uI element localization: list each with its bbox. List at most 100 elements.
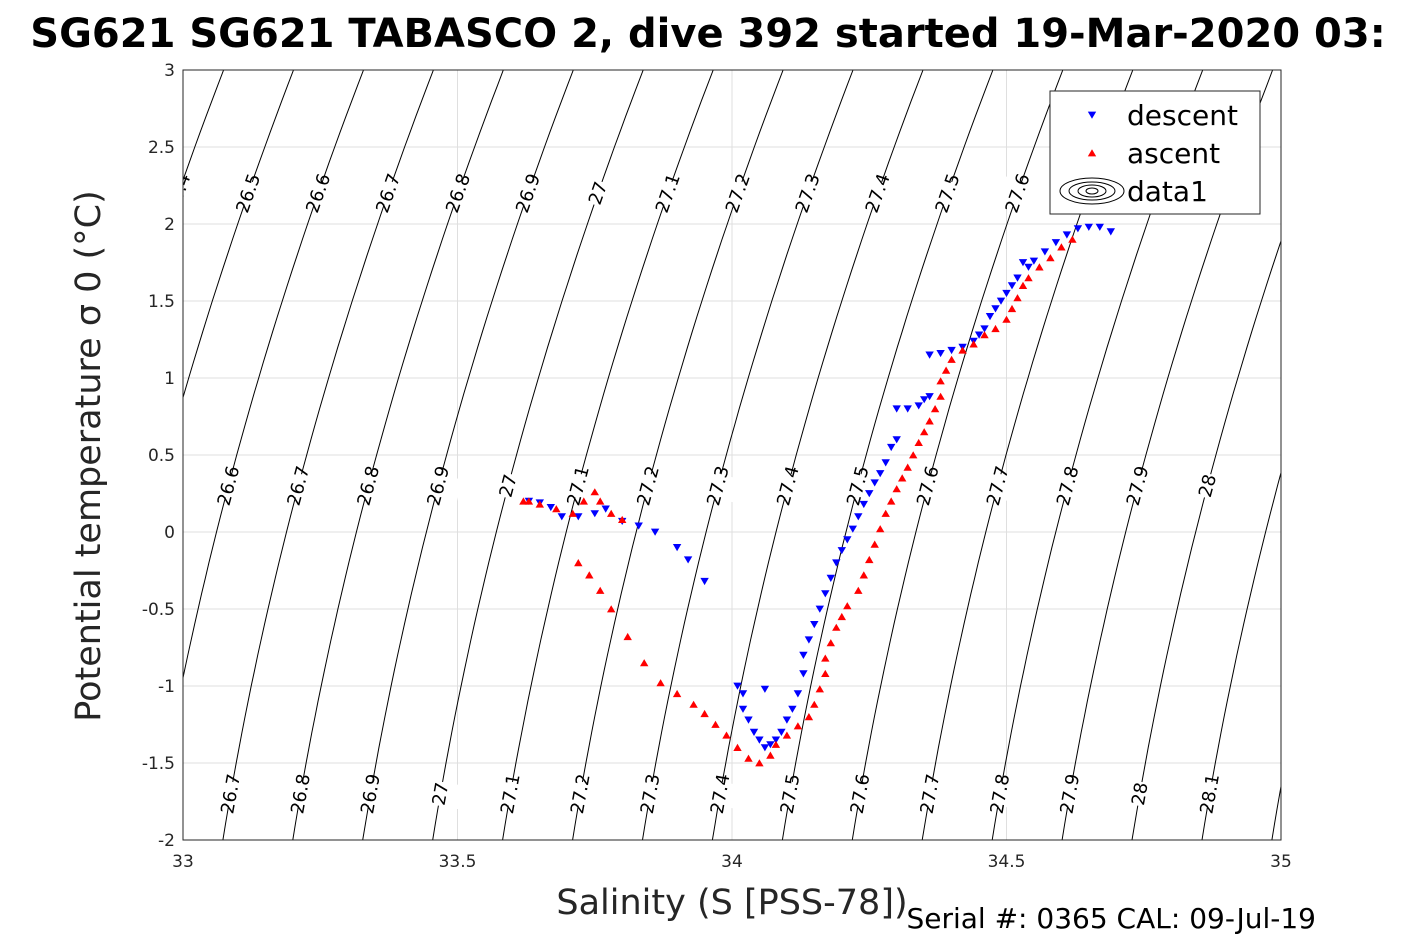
x-tick-label: 33.5 [439, 852, 477, 872]
axes [182, 69, 1282, 841]
isopycnal-label-bg [573, 174, 623, 212]
isopycnal-label-bg [1116, 778, 1164, 810]
isopycnal-label-bg [1183, 468, 1232, 504]
descent-point [1106, 228, 1115, 236]
isopycnal-label-bg [503, 174, 553, 212]
ascent-point [744, 754, 753, 762]
descent-point [974, 331, 984, 339]
ascent-point [596, 586, 605, 594]
descent-point [892, 436, 901, 444]
ascent-point [771, 740, 781, 748]
ascent-point [1046, 254, 1055, 262]
isopycnal-label-bg [553, 468, 603, 504]
ascent-point [925, 417, 934, 425]
descent-point [1051, 239, 1061, 247]
ascent-point [870, 540, 879, 548]
ascent-point [881, 509, 890, 517]
descent-point [1007, 282, 1017, 290]
ascent-point [958, 346, 967, 354]
legend-contour-icon [1077, 184, 1107, 198]
y-tick-label: 0.5 [148, 446, 175, 466]
legend-contour-icon [1059, 177, 1125, 205]
descent-point [980, 325, 989, 333]
ascent-point [640, 659, 649, 667]
descent-point [1084, 223, 1093, 231]
y-tick-label: 0 [164, 523, 175, 543]
x-tick-label: 34.5 [988, 852, 1026, 872]
descent-point [601, 505, 610, 513]
isopycnal-label-bg [922, 174, 973, 212]
isopycnal-label-bg [486, 778, 535, 810]
ascent-point [821, 654, 830, 662]
y-axis-label: Potential temperature σ 0 (°C) [69, 190, 109, 722]
ascent-point [711, 720, 720, 728]
isopycnal-contours: 26.4 26.5 26.6 26.7 26.8 26.9 27 27.1 27.2 27.3 27… [183, 70, 1281, 840]
descent-point [870, 479, 879, 487]
descent-point [854, 513, 863, 521]
isopycnal-label-bg [853, 174, 903, 212]
descent-point [755, 736, 764, 744]
ascent-point [909, 451, 918, 459]
ascent-point [991, 324, 1000, 333]
ascent-point [689, 700, 698, 708]
descent-point [1013, 274, 1022, 282]
isopycnal-line [1271, 783, 1281, 840]
isopycnal-label-bg [206, 778, 255, 810]
isopycnal-label-bg [623, 468, 673, 504]
ascent-point [887, 497, 896, 505]
y-tick-label: -0.5 [142, 600, 175, 620]
descent-point [1095, 223, 1104, 231]
ascent-point [903, 463, 912, 471]
isopycnal-label-bg [483, 468, 533, 504]
ascent-point [623, 632, 632, 641]
x-tick-label: 35 [1270, 852, 1292, 872]
legend-box [1049, 90, 1261, 215]
isopycnal-label-bg [626, 778, 675, 810]
descent-point [826, 574, 835, 582]
ascent-point [920, 428, 929, 436]
y-tick-label: 2.5 [148, 138, 175, 158]
descent-point [546, 504, 555, 512]
ascent-point [914, 438, 923, 446]
descent-point [936, 350, 945, 358]
ascent-point [656, 679, 665, 687]
isopycnal-label-bg [556, 778, 605, 810]
ascent-point [574, 559, 583, 567]
ascent-point [947, 355, 956, 363]
descent-point [821, 590, 830, 598]
descent-point [837, 547, 846, 555]
isopycnal-label: 28 [1128, 781, 1153, 807]
isopycnal-label-bg [293, 174, 343, 212]
isopycnal-label-bg [713, 174, 763, 212]
ascent-point [810, 700, 819, 708]
legend-contour-icon [1085, 187, 1099, 195]
ascent-point [1057, 243, 1066, 251]
descent-point [574, 513, 583, 521]
tick-labels: 33 33.5 34 34.5 35 3 2.5 2 1.5 1 0.5 0 -0.5 -1 -1.5 -2 [142, 61, 1292, 872]
ascent-point [733, 743, 742, 751]
ascent-point [596, 497, 605, 505]
isopycnal-label-bg [906, 778, 954, 810]
ascent-point [568, 509, 577, 517]
descent-point [832, 559, 841, 567]
descent-point [738, 690, 748, 698]
isopycnal-label-bg [346, 778, 395, 810]
y-tick-label: 3 [164, 61, 175, 81]
ascent-point [898, 474, 907, 482]
descent-point [991, 305, 1000, 313]
descent-point [1002, 289, 1011, 298]
ascent-point [1002, 315, 1011, 323]
descent-point [925, 351, 934, 359]
chart-title: SG621 SG621 TABASCO 2, dive 392 started … [30, 11, 1385, 57]
legend-label-data1: data1 [1127, 175, 1208, 208]
descent-point [843, 536, 852, 544]
descent-point [1040, 248, 1050, 256]
series-ascent [519, 235, 1077, 767]
descent-point [804, 636, 814, 644]
descent-point [782, 716, 792, 724]
descent-point [777, 728, 786, 736]
ascent-point [843, 602, 852, 610]
isopycnal-label-bg [363, 174, 413, 212]
ascent-point [672, 689, 682, 698]
ascent-point [519, 497, 528, 505]
